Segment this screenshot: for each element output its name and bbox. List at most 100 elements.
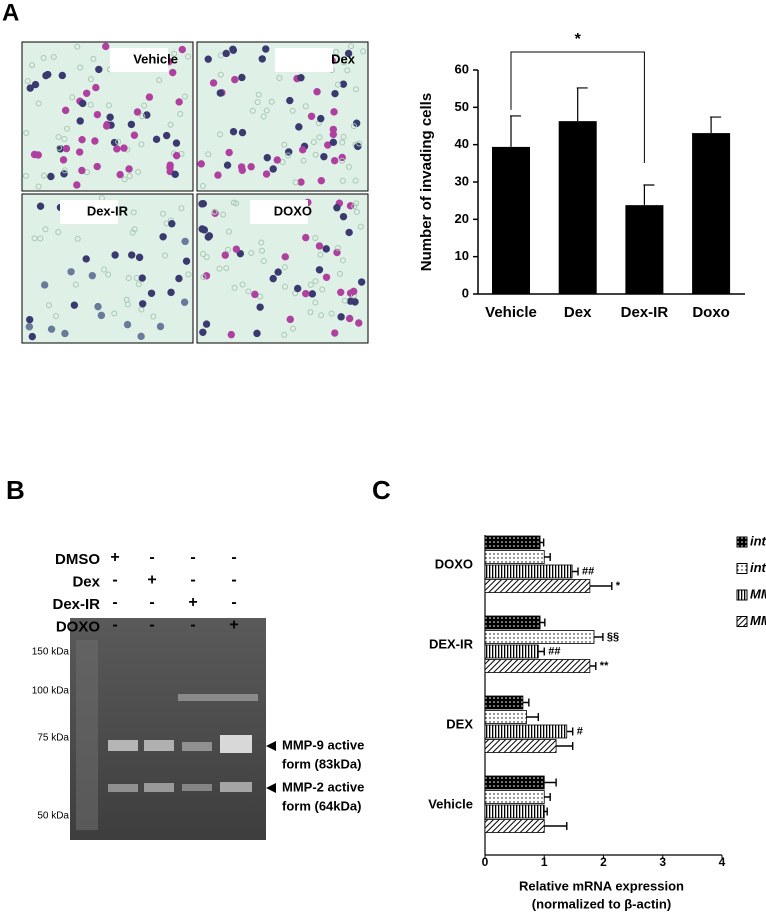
- gel-sign: +: [188, 594, 197, 611]
- band: [220, 735, 252, 753]
- cell: [123, 296, 130, 303]
- x-tick-label: 4: [719, 855, 726, 869]
- cell: [337, 288, 345, 297]
- gel-sign: -: [231, 549, 236, 566]
- cell: [225, 148, 233, 157]
- cell: [128, 251, 136, 259]
- error-bar: [594, 633, 604, 641]
- cell: [289, 325, 296, 332]
- cell: [331, 89, 339, 98]
- cell: [152, 135, 161, 144]
- bar: [484, 804, 545, 819]
- cell: [328, 310, 335, 317]
- cell: [274, 268, 282, 276]
- cell: [340, 133, 347, 140]
- cell: [222, 49, 230, 58]
- cell: [82, 255, 90, 263]
- legend-label: integrin a5: [750, 533, 766, 548]
- cell: [238, 73, 246, 82]
- gel-sign: -: [149, 617, 154, 634]
- bar: [484, 819, 545, 833]
- cell: [341, 59, 348, 66]
- cell: [130, 209, 137, 216]
- cell: [61, 135, 68, 142]
- error-bar: [710, 116, 722, 134]
- cell: [320, 152, 328, 161]
- cell: [69, 94, 76, 101]
- cell: [239, 281, 246, 288]
- cell: [93, 162, 101, 171]
- cell: [120, 144, 128, 152]
- cell: [253, 329, 261, 338]
- cell: [181, 93, 188, 100]
- cell: [255, 91, 262, 98]
- cell: [162, 252, 169, 259]
- cell: [35, 100, 42, 107]
- cell: [55, 229, 62, 236]
- cell: [318, 312, 325, 319]
- cell: [200, 226, 209, 234]
- marker-label: 50 kDa: [37, 811, 69, 822]
- cell: [345, 164, 352, 171]
- x-tick-label: Dex: [564, 304, 592, 321]
- cell: [281, 253, 289, 261]
- cell: [216, 89, 224, 97]
- cell: [172, 151, 181, 160]
- cell: [162, 131, 171, 140]
- label-bg: [275, 48, 333, 72]
- cell: [200, 273, 207, 280]
- cell: [125, 275, 132, 282]
- cell: [345, 314, 354, 323]
- bar: [484, 710, 527, 724]
- cell: [302, 103, 309, 110]
- marker-label: 100 kDa: [32, 686, 70, 697]
- cell: [90, 55, 97, 62]
- cell: [258, 239, 265, 246]
- legend-swatch: [736, 536, 748, 548]
- cell: [356, 140, 363, 147]
- cell: [295, 123, 303, 131]
- cell: [135, 281, 142, 288]
- y-tick-label: 60: [455, 61, 469, 76]
- cell: [23, 172, 30, 179]
- x-tick-label: Vehicle: [485, 304, 537, 321]
- bar: [484, 695, 524, 710]
- cell: [256, 303, 264, 311]
- cell: [227, 330, 236, 339]
- cell: [199, 183, 206, 190]
- significance-label: *: [616, 580, 621, 592]
- cell: [293, 284, 302, 293]
- cell: [310, 139, 317, 146]
- cell: [123, 320, 132, 329]
- cell: [297, 178, 305, 186]
- cell: [289, 107, 296, 114]
- cell: [345, 228, 353, 237]
- cell: [316, 134, 323, 141]
- cell: [217, 131, 224, 138]
- cell: [78, 135, 86, 144]
- cell: [100, 266, 107, 273]
- cell: [312, 234, 319, 241]
- legend-label: MMP 9: [750, 586, 766, 601]
- cell: [23, 129, 30, 136]
- cell: [317, 251, 324, 258]
- label-bg: [60, 200, 118, 224]
- band: [182, 784, 212, 791]
- cell: [209, 79, 218, 87]
- cell: [344, 67, 351, 74]
- cell: [166, 161, 174, 169]
- cell: [199, 200, 208, 208]
- cell: [281, 264, 288, 271]
- cell: [251, 290, 259, 299]
- cell: [221, 251, 229, 259]
- cell: [42, 226, 49, 233]
- cell: [126, 173, 133, 180]
- cell: [177, 110, 184, 117]
- cell: [178, 205, 185, 212]
- cell: [315, 242, 324, 250]
- cell: [171, 170, 179, 179]
- cell: [37, 235, 44, 242]
- cell: [330, 108, 338, 116]
- arrow: [266, 741, 276, 751]
- gel-row-label: DOXO: [56, 618, 101, 635]
